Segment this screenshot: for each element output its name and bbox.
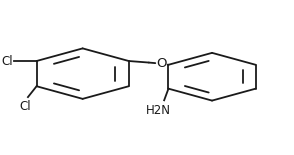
Text: Cl: Cl <box>19 100 31 113</box>
Text: H2N: H2N <box>146 104 171 117</box>
Text: O: O <box>156 57 167 70</box>
Text: Cl: Cl <box>1 55 13 68</box>
